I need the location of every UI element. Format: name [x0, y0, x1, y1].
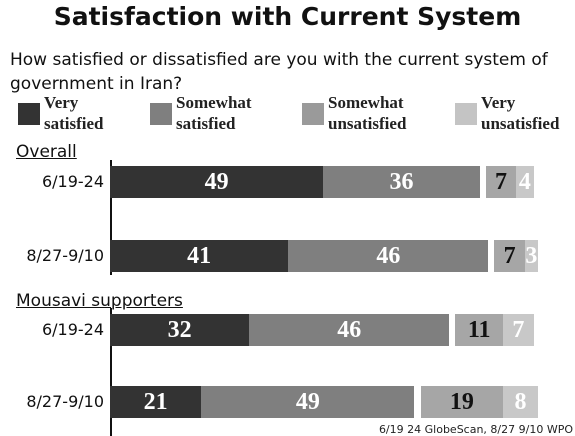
legend-label-2-line2: satisfied [176, 114, 236, 133]
legend-swatch-1 [18, 103, 40, 125]
bar-segment-r3-s4: 7 [503, 314, 534, 346]
bar-segment-r4-s2: 49 [201, 386, 415, 418]
legend-swatch-3 [302, 103, 324, 125]
axis-line-mousavi [110, 308, 112, 436]
group-label-overall: Overall [16, 142, 77, 162]
axis-line-overall [110, 160, 112, 275]
legend-label-1-line2: satisfied [44, 114, 104, 133]
source-note: 6/19 24 GlobeScan, 8/27 9/10 WPO [378, 423, 573, 436]
chart-subtitle: How satisfied or dissatisfied are you wi… [10, 50, 548, 94]
legend-swatch-4 [455, 103, 477, 125]
bar-segment-r1-s3: 7 [485, 166, 517, 198]
legend-swatch-2 [150, 103, 172, 125]
bar-segment-r4-s3: 19 [420, 386, 504, 418]
bar-segment-r2-s2: 46 [288, 240, 489, 272]
legend-label-4-line2: unsatisfied [481, 114, 560, 133]
bar-segment-r3-s2: 46 [249, 314, 450, 346]
legend-label-4-line1: Very [481, 93, 516, 112]
bar-segment-r4-s4: 8 [503, 386, 538, 418]
bar-segment-r1-s4: 4 [516, 166, 534, 198]
legend-label-2-line1: Somewhat [176, 93, 252, 112]
bar-segment-r1-s2: 36 [323, 166, 480, 198]
bar-segment-r3-s1: 32 [110, 314, 250, 346]
bar-segment-r2-s1: 41 [110, 240, 289, 272]
bar-segment-r3-s3: 11 [455, 314, 504, 346]
chart-title: Satisfaction with Current System [53, 2, 522, 31]
legend-label-3-line2: unsatisfied [328, 114, 407, 133]
bar-segment-r2-s4: 3 [524, 240, 538, 272]
legend-label-3-line1: Somewhat [328, 93, 404, 112]
bar-segment-r1-s1: 49 [110, 166, 324, 198]
row-label-4: 8/27-9/10 [26, 392, 104, 411]
bar-segment-r4-s1: 21 [110, 386, 202, 418]
legend-label-1-line1: Very [44, 93, 79, 112]
row-label-1: 6/19-24 [41, 172, 104, 191]
group-label-mousavi: Mousavi supporters [16, 291, 183, 311]
row-label-3: 6/19-24 [41, 320, 104, 339]
row-label-2: 8/27-9/10 [26, 246, 104, 265]
bar-segment-r2-s3: 7 [494, 240, 525, 272]
